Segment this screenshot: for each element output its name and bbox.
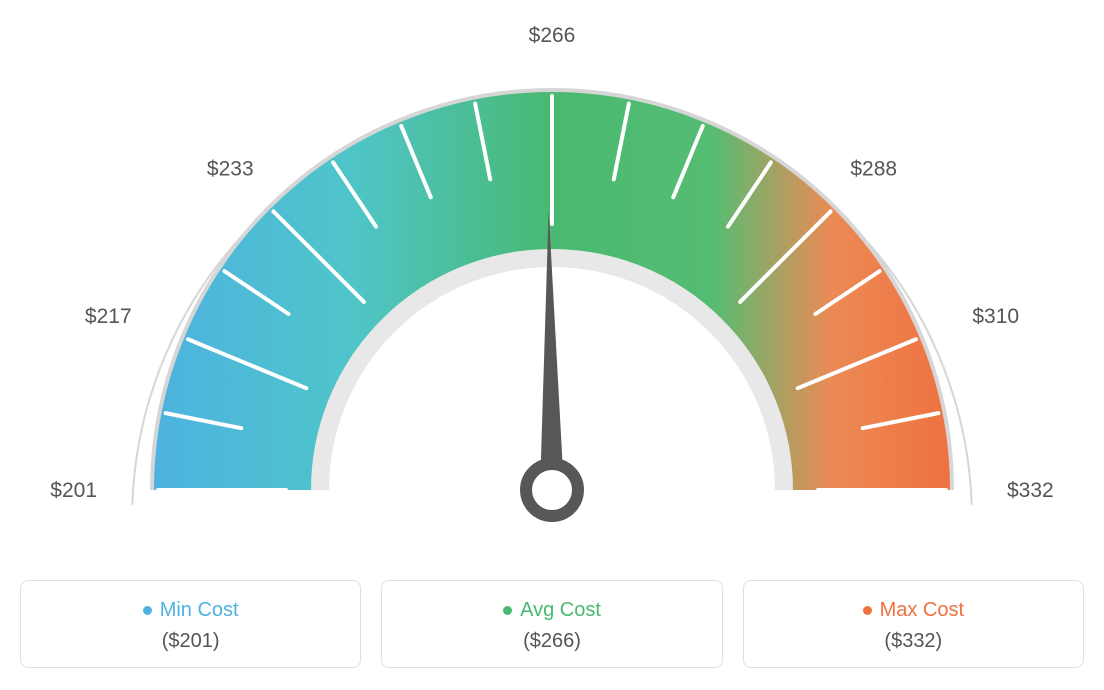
svg-text:$217: $217 — [85, 305, 132, 328]
legend-label-avg: Avg Cost — [520, 599, 601, 621]
dot-icon — [863, 606, 872, 615]
legend-value-avg: ($266) — [392, 630, 711, 653]
legend-title-min: Min Cost — [31, 599, 350, 622]
svg-text:$288: $288 — [850, 157, 897, 180]
cost-gauge-chart: $201 $217 $233 $266 $288 $310 $332 Min Cost ($… — [20, 20, 1084, 668]
svg-text:$332: $332 — [1007, 479, 1054, 502]
legend-title-avg: Avg Cost — [392, 599, 711, 622]
dot-icon — [503, 606, 512, 615]
legend-card-avg: Avg Cost ($266) — [381, 580, 722, 668]
svg-text:$310: $310 — [972, 305, 1019, 328]
dot-icon — [143, 606, 152, 615]
gauge-area: $201 $217 $233 $266 $288 $310 $332 — [20, 20, 1084, 560]
svg-text:$201: $201 — [50, 479, 97, 502]
legend-value-max: ($332) — [754, 630, 1073, 653]
svg-text:$266: $266 — [529, 24, 576, 47]
legend-label-max: Max Cost — [880, 599, 964, 621]
legend-label-min: Min Cost — [160, 599, 239, 621]
svg-text:$233: $233 — [207, 157, 254, 180]
legend-card-min: Min Cost ($201) — [20, 580, 361, 668]
legend-row: Min Cost ($201) Avg Cost ($266) Max Cost… — [20, 580, 1084, 668]
gauge-svg: $201 $217 $233 $266 $288 $310 $332 — [20, 20, 1084, 540]
legend-title-max: Max Cost — [754, 599, 1073, 622]
legend-card-max: Max Cost ($332) — [743, 580, 1084, 668]
legend-value-min: ($201) — [31, 630, 350, 653]
